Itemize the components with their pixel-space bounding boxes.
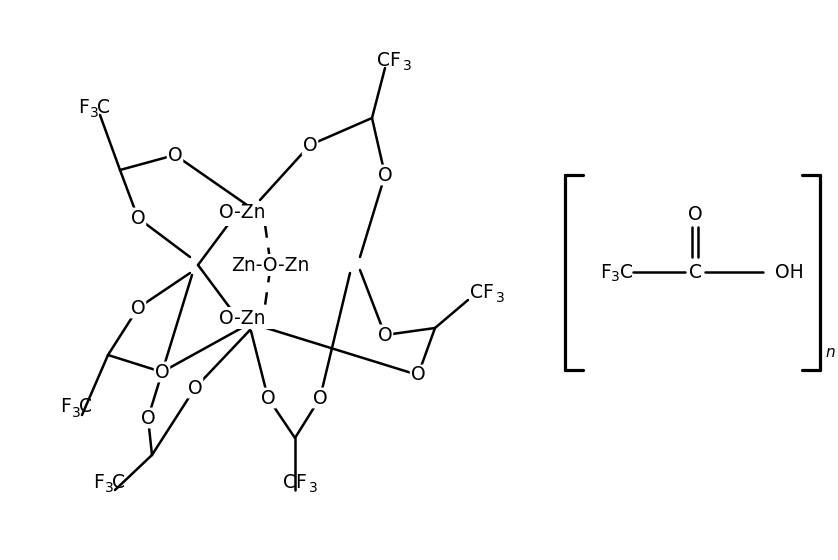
Text: 3: 3 <box>496 291 504 305</box>
Text: 3: 3 <box>403 59 411 73</box>
Text: 3: 3 <box>611 270 620 284</box>
FancyBboxPatch shape <box>225 254 315 276</box>
Text: O: O <box>261 389 276 408</box>
Text: O: O <box>168 146 183 165</box>
Text: C: C <box>112 473 125 492</box>
Text: n: n <box>825 344 835 360</box>
Text: C: C <box>79 398 92 417</box>
Text: F: F <box>60 398 71 417</box>
Text: F: F <box>78 97 89 116</box>
Text: F: F <box>600 263 611 282</box>
Text: 3: 3 <box>105 481 114 495</box>
Text: F: F <box>93 473 104 492</box>
Text: Zn-O-Zn: Zn-O-Zn <box>230 255 309 274</box>
Text: 3: 3 <box>90 106 99 120</box>
Text: O: O <box>188 379 202 398</box>
Text: C: C <box>620 263 633 282</box>
Text: O: O <box>688 204 702 223</box>
Text: O: O <box>378 325 392 344</box>
Text: O: O <box>141 408 155 427</box>
Text: O-Zn: O-Zn <box>219 203 266 222</box>
FancyBboxPatch shape <box>208 204 273 226</box>
Text: O: O <box>313 389 328 408</box>
FancyBboxPatch shape <box>208 307 273 329</box>
Text: O: O <box>411 366 426 385</box>
Text: 3: 3 <box>309 481 318 495</box>
Text: O: O <box>378 166 392 184</box>
Text: O: O <box>303 136 318 155</box>
Text: O: O <box>131 298 145 318</box>
Text: CF: CF <box>283 473 307 492</box>
Text: C: C <box>97 97 110 116</box>
Text: O-Zn: O-Zn <box>219 309 266 328</box>
Text: O: O <box>155 362 169 381</box>
Text: O: O <box>131 208 145 227</box>
Text: CF: CF <box>470 282 494 301</box>
Text: CF: CF <box>377 50 401 69</box>
Text: C: C <box>689 263 701 282</box>
Text: 3: 3 <box>72 406 80 420</box>
Text: OH: OH <box>775 263 804 282</box>
